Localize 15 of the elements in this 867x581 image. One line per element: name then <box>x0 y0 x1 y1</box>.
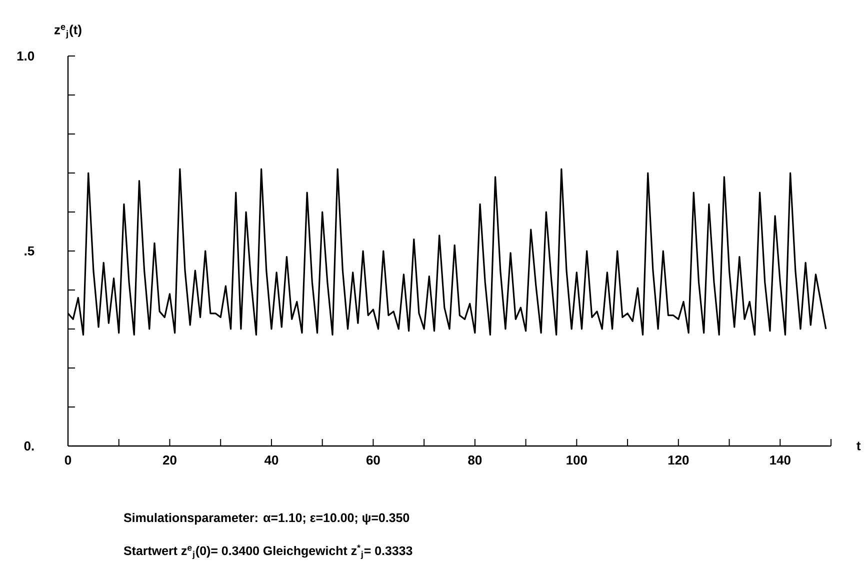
x-tick-label: 100 <box>566 455 587 465</box>
y-tick-label: .5 <box>24 246 34 256</box>
x-tick-label: 120 <box>668 455 689 465</box>
y-tick-label: 1.0 <box>17 51 34 61</box>
x-tick-label: 0 <box>64 455 72 465</box>
text: Simulationsparameter: α=1.10; ε=10.00; ψ=0.350 <box>124 512 410 525</box>
text: Startwert z$^{e}$$_{j}$(0)= 0.3400 Gleichgewicht z$^{*}$$_{j}$= 0.3333 <box>124 544 412 560</box>
x-tick-label: 140 <box>770 455 790 465</box>
x-tick-label: 60 <box>366 455 380 465</box>
y-axis-title: z$^{e}$$_{j}$(t) <box>54 24 82 39</box>
x-tick-label: 80 <box>468 455 482 465</box>
y-tick-label: 0. <box>24 441 34 451</box>
x-tick-label: 40 <box>264 455 278 465</box>
x-axis-title: t <box>856 442 861 450</box>
x-tick-label: 20 <box>162 455 176 465</box>
